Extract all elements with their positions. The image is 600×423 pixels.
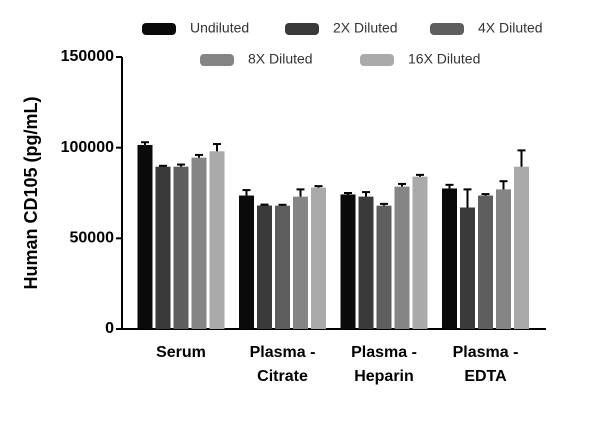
y-axis-label: Human CD105 (pg/mL) (21, 96, 41, 289)
bar (478, 195, 493, 329)
legend-swatch (200, 54, 234, 66)
legend-swatch (142, 23, 176, 35)
y-tick-label: 150000 (61, 48, 114, 65)
legend-label: 4X Diluted (478, 20, 543, 36)
y-tick-label: 100000 (61, 139, 114, 156)
bar (311, 187, 326, 329)
bar (412, 176, 428, 329)
bar (293, 196, 308, 329)
bar (275, 205, 290, 329)
legend-label: Undiluted (190, 20, 249, 36)
y-tick-label: 0 (105, 320, 114, 337)
legend-swatch (430, 23, 464, 35)
bar (514, 166, 529, 329)
bar (376, 205, 392, 329)
legend-label: 8X Diluted (248, 51, 313, 67)
bar (155, 166, 171, 329)
bar (460, 207, 475, 329)
bar (191, 157, 207, 329)
bar (340, 194, 356, 329)
legend-swatch (360, 54, 394, 66)
legend-swatch (285, 23, 319, 35)
bar (137, 144, 153, 329)
y-tick-label: 50000 (70, 230, 115, 247)
bar (257, 205, 272, 329)
bar (239, 195, 254, 329)
bar (209, 151, 225, 329)
bar (394, 186, 410, 329)
x-tick-label: Plasma -Citrate (250, 344, 316, 385)
bar (496, 189, 511, 329)
x-tick-label: Plasma -Heparin (351, 344, 417, 385)
bar (442, 188, 457, 329)
legend-label: 2X Diluted (333, 20, 398, 36)
bar (358, 196, 374, 329)
legend-label: 16X Diluted (408, 51, 480, 67)
x-tick-label: Plasma -EDTA (453, 344, 519, 385)
x-tick-label: Serum (156, 344, 206, 361)
bar (173, 166, 189, 329)
